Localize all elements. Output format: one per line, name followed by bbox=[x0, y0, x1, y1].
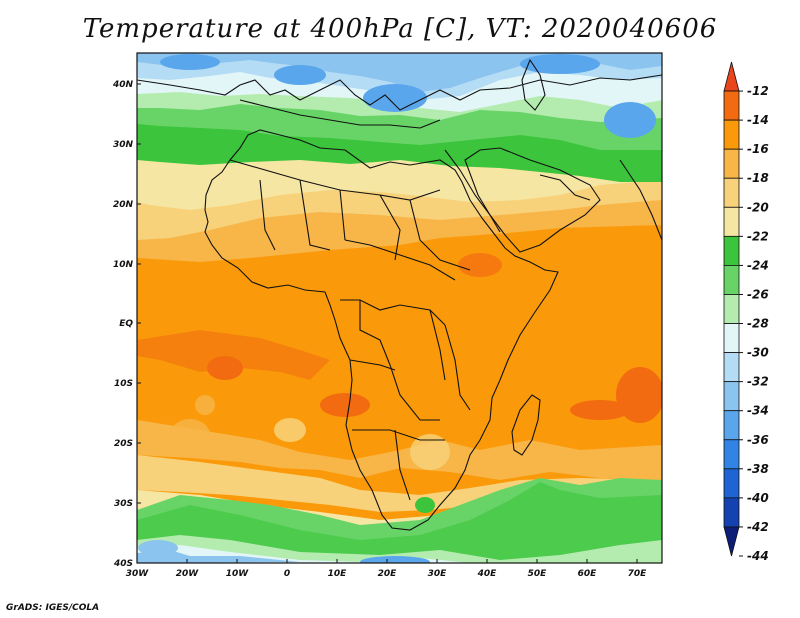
colorbar-label: -44 bbox=[747, 549, 769, 563]
lon-label: 10E bbox=[328, 569, 348, 579]
lon-label: 20W bbox=[176, 569, 200, 579]
colorbar-label: -38 bbox=[747, 462, 769, 476]
colorbar-swatch bbox=[723, 294, 740, 324]
colorbar-swatch bbox=[723, 381, 740, 412]
colorbar-swatch bbox=[723, 148, 740, 179]
colorbar-label: -16 bbox=[747, 142, 769, 156]
colorbar-swatch bbox=[723, 61, 740, 92]
lon-label: 0 bbox=[284, 569, 290, 579]
colorbar: -12 -14 -16 -18 -20 -22 -24 -26 -28 -30 -32 -34 -36 -… bbox=[723, 61, 769, 563]
colorbar-label: -24 bbox=[747, 258, 769, 272]
colorbar-swatch bbox=[723, 206, 740, 237]
colorbar-swatch bbox=[723, 439, 740, 470]
colorbar-swatch bbox=[723, 526, 740, 557]
lat-label: 40S bbox=[113, 559, 133, 569]
map-title: Temperature at 400hPa [C], VT: 202004060… bbox=[82, 14, 718, 44]
colorbar-label: -28 bbox=[747, 317, 769, 331]
colorbar-label: -40 bbox=[747, 491, 769, 505]
colorbar-label: -34 bbox=[747, 404, 769, 418]
lon-label: 50E bbox=[528, 569, 548, 579]
lon-label: 30W bbox=[126, 569, 150, 579]
colorbar-swatch bbox=[723, 352, 740, 383]
colorbar-swatch bbox=[723, 497, 740, 528]
colorbar-swatch bbox=[723, 235, 740, 266]
latitude-labels: 40N 30N 20N 10N EQ 10S 20S 30S 40S bbox=[112, 80, 134, 569]
colorbar-label: -20 bbox=[747, 200, 769, 214]
lon-label: 20E bbox=[378, 569, 398, 579]
colorbar-swatch bbox=[723, 177, 740, 208]
lat-label: EQ bbox=[119, 319, 133, 329]
lon-label: 70E bbox=[628, 569, 648, 579]
colorbar-label: -32 bbox=[747, 375, 769, 389]
lon-label: 30E bbox=[428, 569, 448, 579]
colorbar-label: -26 bbox=[747, 287, 769, 301]
lat-label: 20N bbox=[113, 200, 134, 210]
axis-ticks bbox=[136, 83, 638, 564]
colorbar-swatch bbox=[723, 265, 740, 295]
lat-label: 30N bbox=[113, 140, 134, 150]
lon-label: 60E bbox=[578, 569, 598, 579]
lon-label: 40E bbox=[477, 569, 498, 579]
longitude-labels: 30W 20W 10W 0 10E 20E 30E 40E 50E 60E 70… bbox=[126, 569, 647, 579]
colorbar-label: -22 bbox=[747, 229, 769, 243]
lat-label: 20S bbox=[114, 439, 133, 449]
lat-label: 10S bbox=[114, 379, 133, 389]
lat-label: 10N bbox=[113, 260, 134, 270]
colorbar-label: -30 bbox=[747, 346, 769, 360]
colorbar-label: -36 bbox=[747, 433, 769, 447]
colorbar-swatch bbox=[723, 323, 740, 353]
colorbar-swatch bbox=[723, 468, 740, 499]
lat-label: 40N bbox=[112, 80, 134, 90]
map-frame bbox=[136, 52, 663, 564]
temperature-field bbox=[137, 53, 662, 563]
colorbar-label: -42 bbox=[747, 520, 769, 534]
lat-label: 30S bbox=[114, 499, 133, 509]
coastlines bbox=[137, 58, 662, 531]
colorbar-swatch bbox=[723, 410, 740, 441]
colorbar-label: -14 bbox=[747, 113, 769, 127]
colorbar-swatch bbox=[723, 119, 740, 150]
colorbar-label: -12 bbox=[747, 84, 769, 98]
lon-label: 10W bbox=[226, 569, 250, 579]
colorbar-label: -18 bbox=[747, 171, 769, 185]
footer-credit: GrADS: IGES/COLA bbox=[6, 603, 100, 613]
colorbar-swatch bbox=[723, 90, 740, 121]
